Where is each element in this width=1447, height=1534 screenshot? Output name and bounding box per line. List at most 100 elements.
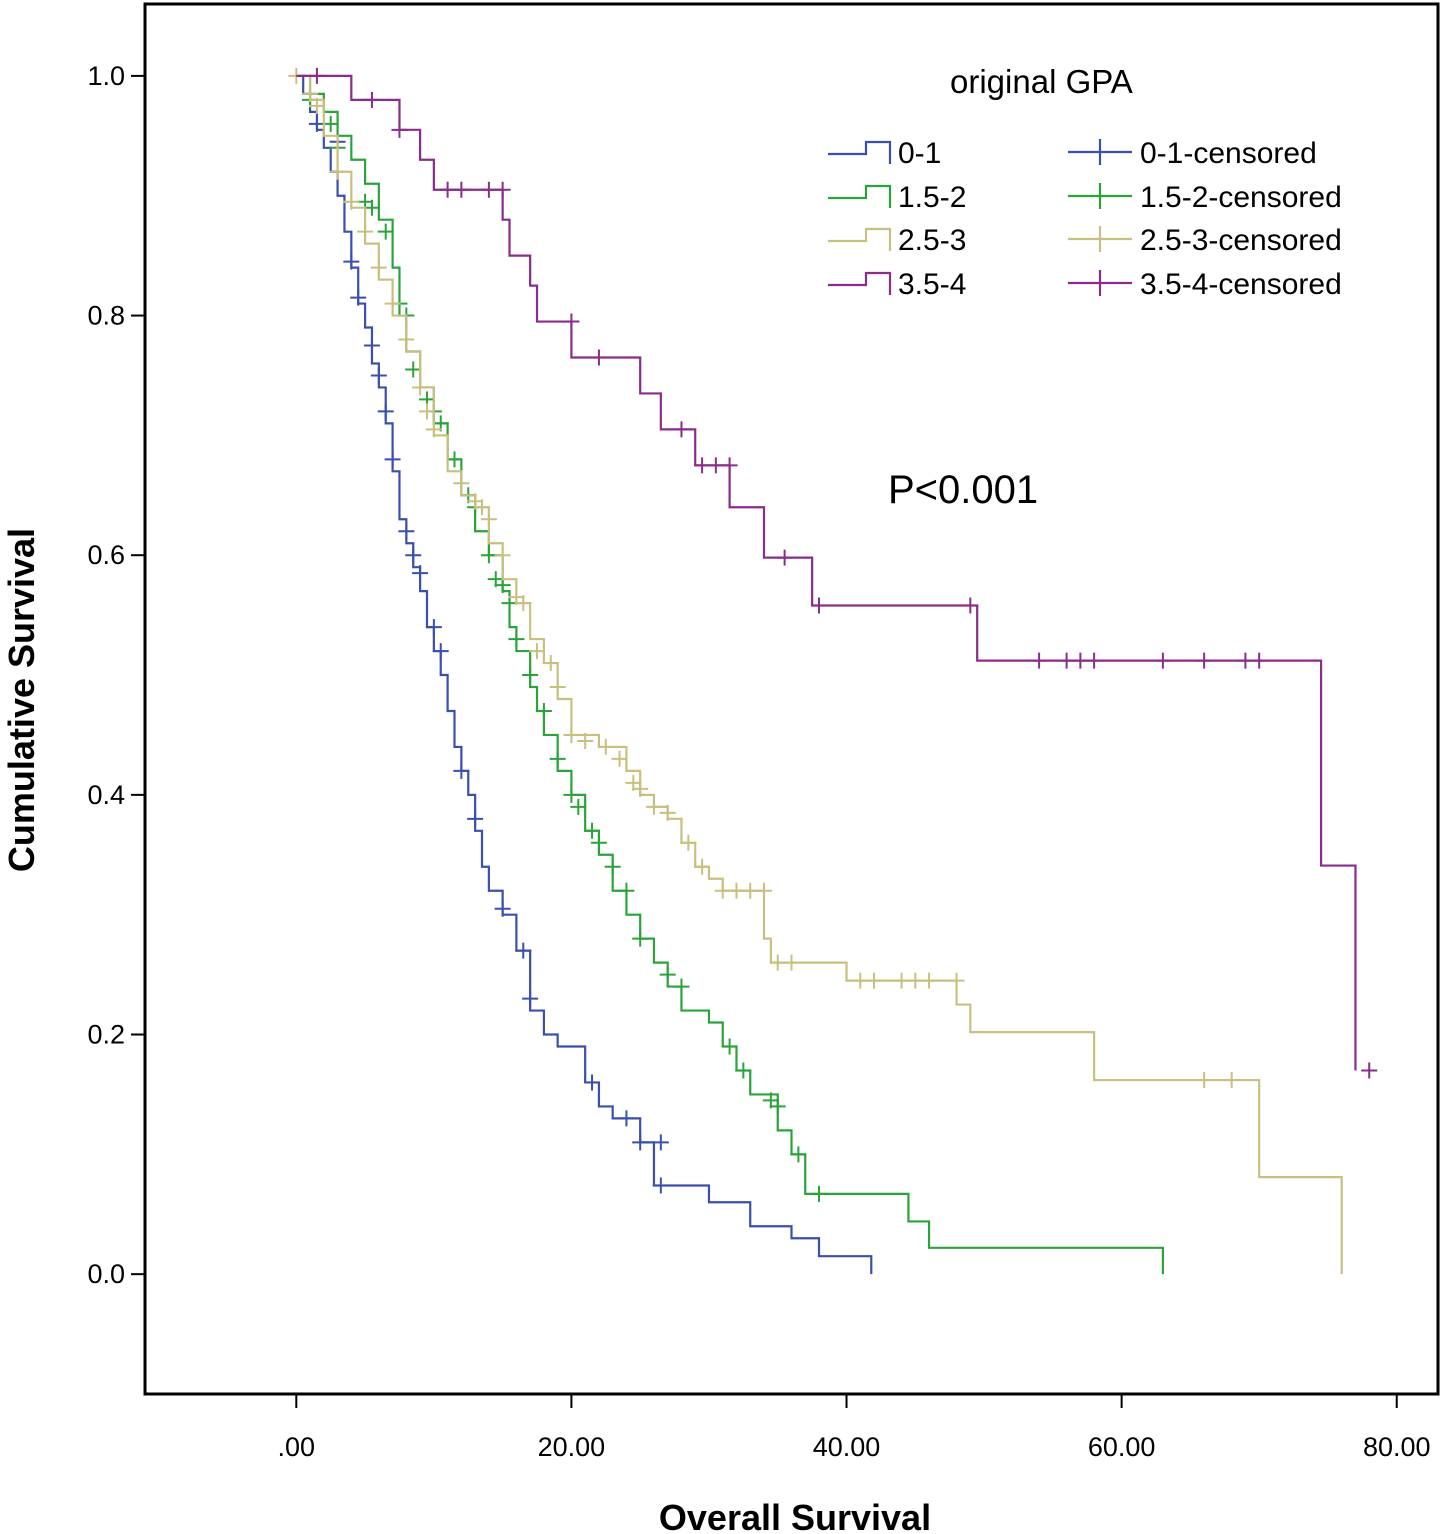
legend-censor-symbol-2.5-3 bbox=[1068, 226, 1132, 252]
x-tick-label: .00 bbox=[278, 1432, 316, 1462]
censor-mark-2.5-3 bbox=[694, 858, 711, 875]
censor-mark-3.5-4 bbox=[363, 91, 380, 108]
censor-mark-3.5-4 bbox=[811, 597, 828, 614]
censor-mark-0-1 bbox=[405, 547, 422, 564]
legend-label-1.5-2: 1.5-2 bbox=[898, 181, 966, 214]
censor-mark-0-1 bbox=[494, 900, 511, 917]
censor-mark-3.5-4 bbox=[1361, 1062, 1378, 1079]
censor-mark-0-1 bbox=[652, 1134, 669, 1151]
censor-mark-1.5-2 bbox=[446, 451, 463, 468]
censor-mark-1.5-2 bbox=[618, 882, 635, 899]
censor-mark-1.5-2 bbox=[673, 978, 690, 995]
x-tick-label: 20.00 bbox=[538, 1432, 606, 1462]
censor-mark-0-1 bbox=[467, 810, 484, 827]
series-2.5-3 bbox=[288, 67, 1343, 1275]
censor-mark-2.5-3 bbox=[728, 882, 745, 899]
censor-mark-0-1 bbox=[425, 619, 442, 636]
censor-mark-2.5-3 bbox=[418, 403, 435, 420]
censor-mark-2.5-3 bbox=[343, 193, 360, 210]
censor-mark-0-1 bbox=[384, 451, 401, 468]
censor-mark-2.5-3 bbox=[1196, 1072, 1213, 1089]
series-3.5-4 bbox=[296, 67, 1378, 1079]
censor-mark-3.5-4 bbox=[453, 181, 470, 198]
censor-mark-1.5-2 bbox=[522, 667, 539, 684]
censor-mark-1.5-2 bbox=[322, 115, 339, 132]
y-tick-label: 0.2 bbox=[87, 1020, 125, 1050]
p-value-annotation: P<0.001 bbox=[888, 468, 1038, 512]
censor-mark-2.5-3 bbox=[755, 882, 772, 899]
censor-mark-2.5-3 bbox=[948, 972, 965, 989]
y-tick-label: 0.4 bbox=[87, 780, 125, 810]
legend-label-3.5-4-censored: 3.5-4-censored bbox=[1140, 268, 1342, 301]
censor-mark-3.5-4 bbox=[962, 597, 979, 614]
censor-mark-2.5-3 bbox=[893, 972, 910, 989]
censor-mark-2.5-3 bbox=[425, 421, 442, 438]
censor-mark-3.5-4 bbox=[707, 457, 724, 474]
censor-mark-1.5-2 bbox=[632, 930, 649, 947]
censor-mark-0-1 bbox=[453, 762, 470, 779]
censor-mark-3.5-4 bbox=[1058, 652, 1075, 669]
censor-mark-2.5-3 bbox=[783, 954, 800, 971]
censor-mark-1.5-2 bbox=[480, 547, 497, 564]
censor-mark-1.5-2 bbox=[405, 361, 422, 378]
censor-mark-0-1 bbox=[370, 367, 387, 384]
censor-mark-2.5-3 bbox=[1223, 1072, 1240, 1089]
censor-mark-1.5-2 bbox=[508, 631, 525, 648]
survival-curve-0-1 bbox=[296, 74, 873, 1275]
censor-mark-2.5-3 bbox=[549, 679, 566, 696]
censor-mark-3.5-4 bbox=[590, 349, 607, 366]
censor-mark-3.5-4 bbox=[1154, 652, 1171, 669]
censor-mark-1.5-2 bbox=[363, 199, 380, 216]
censor-mark-0-1 bbox=[412, 565, 429, 582]
censor-mark-3.5-4 bbox=[480, 181, 497, 198]
censor-mark-1.5-2 bbox=[721, 1038, 738, 1055]
censor-mark-0-1 bbox=[432, 643, 449, 660]
censor-mark-0-1 bbox=[308, 115, 325, 132]
censor-mark-3.5-4 bbox=[1086, 652, 1103, 669]
censor-mark-2.5-3 bbox=[329, 163, 346, 180]
censor-mark-0-1 bbox=[350, 289, 367, 306]
censor-mark-2.5-3 bbox=[370, 259, 387, 276]
censor-mark-3.5-4 bbox=[776, 549, 793, 566]
censor-mark-0-1 bbox=[343, 253, 360, 270]
legend-title: original GPA bbox=[950, 63, 1133, 100]
legend-label-3.5-4: 3.5-4 bbox=[898, 268, 966, 301]
censor-mark-0-1 bbox=[584, 1074, 601, 1091]
censor-mark-0-1 bbox=[632, 1134, 649, 1151]
censor-mark-3.5-4 bbox=[1072, 652, 1089, 669]
censor-mark-1.5-2 bbox=[535, 702, 552, 719]
censor-mark-2.5-3 bbox=[515, 595, 532, 612]
legend-censor-symbol-3.5-4 bbox=[1068, 270, 1132, 296]
censor-mark-2.5-3 bbox=[398, 331, 415, 348]
legend-step-symbol-2.5-3 bbox=[828, 227, 892, 251]
censor-mark-0-1 bbox=[522, 990, 539, 1007]
censor-mark-1.5-2 bbox=[549, 750, 566, 767]
censor-mark-1.5-2 bbox=[604, 858, 621, 875]
censor-mark-3.5-4 bbox=[1196, 652, 1213, 669]
y-tick-label: 0.6 bbox=[87, 540, 125, 570]
legend-step-symbol-1.5-2 bbox=[828, 184, 892, 208]
censor-mark-3.5-4 bbox=[308, 67, 325, 84]
censor-mark-2.5-3 bbox=[480, 511, 497, 528]
censor-mark-1.5-2 bbox=[570, 798, 587, 815]
censor-mark-3.5-4 bbox=[694, 457, 711, 474]
censor-mark-1.5-2 bbox=[377, 223, 394, 240]
y-tick-label: 0.0 bbox=[87, 1259, 125, 1289]
censor-mark-2.5-3 bbox=[866, 972, 883, 989]
censor-mark-2.5-3 bbox=[632, 780, 649, 797]
censor-mark-1.5-2 bbox=[590, 834, 607, 851]
censor-mark-2.5-3 bbox=[494, 547, 511, 564]
x-tick-label: 80.00 bbox=[1363, 1432, 1431, 1462]
censor-mark-2.5-3 bbox=[529, 643, 546, 660]
censor-mark-1.5-2 bbox=[735, 1062, 752, 1079]
y-tick-label: 0.8 bbox=[87, 301, 125, 331]
censor-mark-2.5-3 bbox=[714, 882, 731, 899]
censor-mark-2.5-3 bbox=[453, 475, 470, 492]
censor-mark-2.5-3 bbox=[742, 882, 759, 899]
censor-mark-2.5-3 bbox=[302, 85, 319, 102]
axes: 0.0 0.2 0.4 0.6 0.8 1.0 .00 20.00 40.00 60.00 80.0… bbox=[87, 61, 1430, 1462]
series-0-1 bbox=[296, 74, 873, 1275]
legend: 0-1 0-1-censored 1.5-2 1.5-2-censored 2.5-3 2… bbox=[828, 137, 1342, 301]
censor-mark-3.5-4 bbox=[673, 421, 690, 438]
censor-mark-1.5-2 bbox=[563, 786, 580, 803]
